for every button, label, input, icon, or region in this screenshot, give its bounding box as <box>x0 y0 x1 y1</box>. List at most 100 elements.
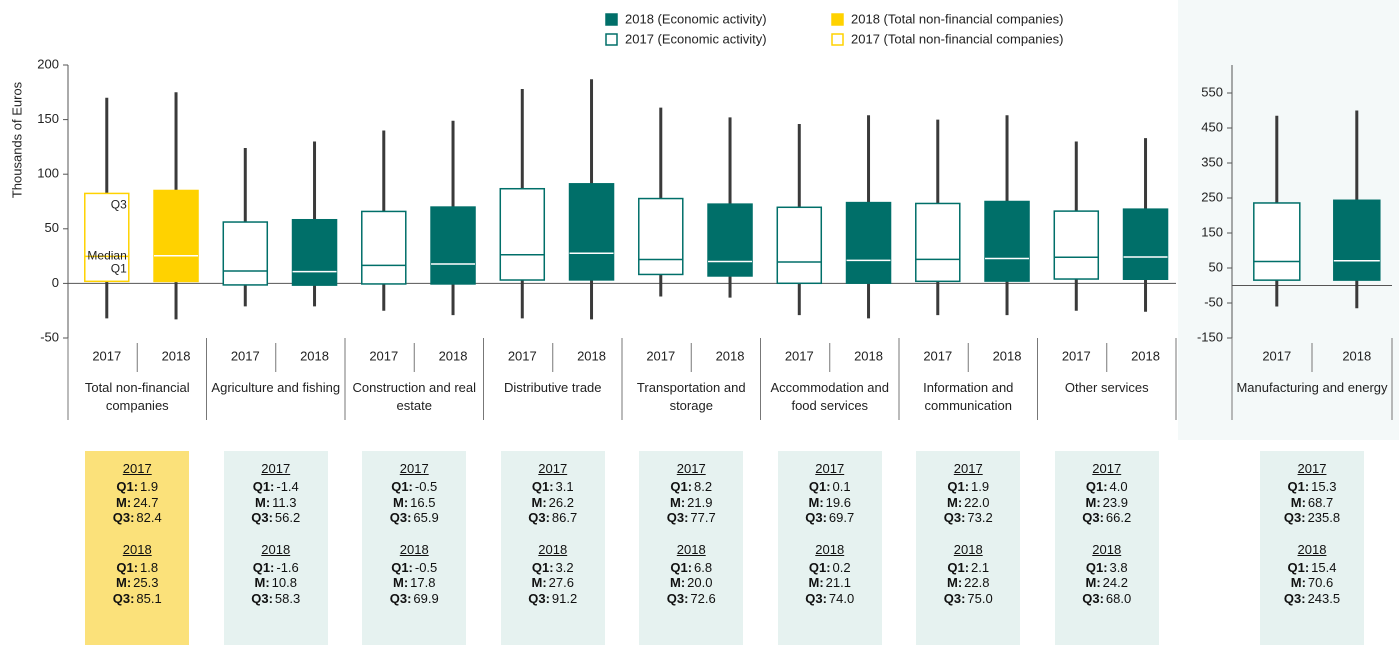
stat-line: Q1: 1.8 <box>85 560 189 576</box>
stat-label: M: <box>254 494 271 510</box>
x-tick-label: 2018 <box>439 348 468 363</box>
stat-line: Q3: 58.3 <box>224 591 328 607</box>
stat-line: Q3: 85.1 <box>85 591 189 607</box>
panel-year: 2018 <box>538 541 568 557</box>
stat-label: M: <box>393 494 409 510</box>
stats-panel: 2017 Q1: 4.0 M: 23.9 Q3: 66.2 2018 Q1: 3.8 M: 24.2 Q… <box>1054 451 1159 645</box>
panel-year: 2017 <box>1297 461 1327 476</box>
box <box>776 206 823 285</box>
stats-panel: 2017 Q1: -0.5 M: 16.5 Q3: 65.9 2018 Q1: -0.5 M: 17.… <box>362 451 467 645</box>
stats-panel: 2017 Q1: -1.4 M: 11.3 Q3: 56.2 2018 Q1: -1.6 M: 10.… <box>223 451 328 645</box>
box <box>222 221 269 286</box>
group-label: Construction and real estate <box>352 380 477 413</box>
stat-value: 21.9 <box>687 494 713 510</box>
y-tick-label: -150 <box>1197 329 1223 344</box>
panel-year: 2017 <box>815 461 845 476</box>
box <box>707 203 753 277</box>
stat-value: 26.2 <box>548 494 574 510</box>
stat-value: 85.1 <box>136 590 162 606</box>
annotation: Median <box>87 249 126 263</box>
x-tick-label: 2017 <box>92 348 121 363</box>
stat-line: Q1: -0.5 <box>362 560 466 576</box>
stat-label: Q1: <box>252 479 275 494</box>
group-label: Manufacturing and energy <box>1236 380 1388 395</box>
stat-label: Q1: <box>531 559 554 575</box>
stat-value: 15.4 <box>1311 559 1337 575</box>
stat-value: 3.2 <box>555 559 574 575</box>
group-label: Transportation and storage <box>636 380 746 413</box>
stat-line: Q3: 56.2 <box>224 510 328 526</box>
stat-value: 27.6 <box>548 575 574 590</box>
stat-value: 75.0 <box>967 590 993 606</box>
stat-value: 24.7 <box>133 494 159 510</box>
group-label: Accommodation and food services <box>770 380 889 413</box>
panel-year: 2017 <box>676 461 706 476</box>
stat-value: 74.0 <box>828 590 855 606</box>
stat-line: Q3: 91.2 <box>501 591 605 607</box>
stat-line: Q3: 86.7 <box>501 510 605 526</box>
stat-value: 58.3 <box>274 590 301 606</box>
stat-value: 243.5 <box>1307 590 1341 606</box>
annotation: Q3 <box>111 198 127 212</box>
stat-label: M: <box>947 494 963 510</box>
stat-line: Q1: 8.2 <box>639 479 743 495</box>
legend-swatch <box>605 33 618 46</box>
x-tick-label: 2018 <box>162 348 191 363</box>
x-tick-label: 2018 <box>577 348 606 363</box>
legend-label: 2018 (Total non-financial companies) <box>851 11 1063 26</box>
stat-label: Q1: <box>947 559 970 575</box>
stat-line: Q1: 6.8 <box>639 560 743 576</box>
stat-label: Q3: <box>943 510 966 525</box>
stat-label: M: <box>947 575 963 590</box>
stat-label: M: <box>808 494 824 510</box>
stat-value: 25.3 <box>133 575 159 590</box>
stat-line: M: 20.0 <box>639 575 743 591</box>
y-tick-label: 200 <box>37 56 59 71</box>
stat-line: Q1: -1.4 <box>224 479 328 495</box>
stat-line: M: 68.7 <box>1260 495 1364 511</box>
y-tick-label: 350 <box>1201 154 1223 169</box>
stat-label: Q1: <box>1085 479 1108 494</box>
stat-value: 8.2 <box>694 479 713 494</box>
stat-line: M: 21.9 <box>639 495 743 511</box>
stat-value: 82.4 <box>136 510 162 525</box>
stat-label: M: <box>1085 494 1101 510</box>
stat-value: 65.9 <box>413 510 439 525</box>
stat-label: Q3: <box>666 590 689 606</box>
stats-panel: 2017 Q1: 1.9 M: 24.7 Q3: 82.4 2018 Q1: 1.8 M: 25.3 Q… <box>85 451 190 645</box>
x-tick-label: 2018 <box>1342 348 1371 363</box>
y-tick-label: 0 <box>52 275 59 290</box>
stat-line: M: 25.3 <box>85 575 189 591</box>
stat-label: Q1: <box>252 559 275 575</box>
stat-value: 21.1 <box>825 575 851 590</box>
stat-value: 22.8 <box>964 575 990 590</box>
stat-value: -1.4 <box>276 479 299 494</box>
stat-label: Q3: <box>389 590 412 606</box>
box <box>638 197 684 276</box>
stat-label: Q1: <box>391 479 413 494</box>
stat-label: Q3: <box>805 590 827 606</box>
stat-label: Q3: <box>1082 590 1104 606</box>
stats-panel: 2017 Q1: 15.3 M: 68.7 Q3: 235.8 2018 Q1: 15.4 M: 70… <box>1260 451 1364 645</box>
stat-line: Q1: -0.5 <box>362 479 466 495</box>
box <box>361 210 407 285</box>
stat-label: Q1: <box>116 559 139 575</box>
stat-value: 66.2 <box>1105 510 1132 525</box>
stat-line: M: 24.7 <box>85 495 189 511</box>
stats-panel: 2017 Q1: 1.9 M: 22.0 Q3: 73.2 2018 Q1: 2.1 M: 22.8 Q… <box>916 451 1021 645</box>
box <box>984 200 1030 282</box>
stat-label: Q1: <box>391 559 413 575</box>
stat-label: Q3: <box>1283 510 1306 525</box>
stat-line: M: 27.6 <box>501 575 605 591</box>
stat-label: M: <box>393 575 409 590</box>
stat-line: M: 19.6 <box>778 495 882 511</box>
stat-value: 20.0 <box>687 575 713 590</box>
stat-label: Q1: <box>670 559 693 575</box>
stat-value: -1.6 <box>276 559 299 575</box>
stat-line: Q3: 69.7 <box>778 510 882 526</box>
stat-value: 70.6 <box>1307 575 1334 590</box>
stats-panel: 2017 Q1: 3.1 M: 26.2 Q3: 86.7 2018 Q1: 3.2 M: 27.6 Q… <box>500 451 605 645</box>
panel-year: 2018 <box>815 541 845 557</box>
